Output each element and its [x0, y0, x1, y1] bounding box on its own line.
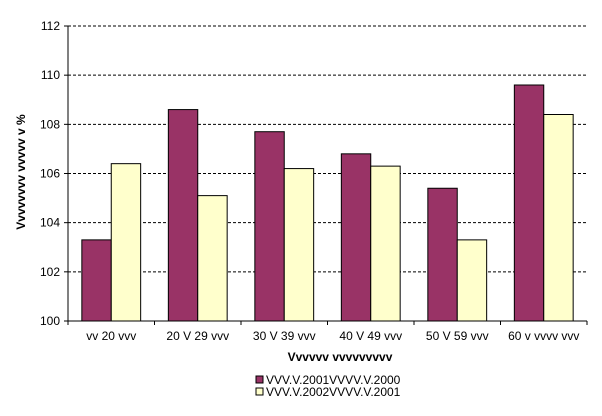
legend: VVV.V.2001VVVV.V.2000VVV.V.2002VVVV.V.20… — [255, 373, 401, 399]
x-tick-label: 50 V 59 vvv — [426, 329, 489, 343]
y-tick-label: 104 — [40, 216, 60, 230]
legend-label-1: VVV.V.2001VVVV.V.2000 — [266, 373, 401, 387]
legend-swatch-1 — [255, 375, 264, 384]
bar-series-2-5 — [456, 239, 488, 322]
axes — [64, 25, 588, 325]
legend-swatch-2 — [255, 387, 264, 396]
y-axis-title: Vvvvvvvv vvvvv v % — [14, 114, 28, 230]
y-tick-label: 106 — [40, 167, 60, 181]
x-tick-label: 40 V 49 vvv — [339, 329, 402, 343]
legend-label-2: VVV.V.2002VVVV.V.2001 — [266, 385, 401, 399]
bar-series-1-5 — [427, 187, 458, 322]
y-tick-label: 110 — [41, 68, 60, 82]
y-tick-label: 102 — [40, 265, 60, 279]
y-tick-labels: 100 102 104 106 108 110 112 — [40, 19, 60, 328]
bar-series-1-3 — [254, 131, 285, 322]
x-tick-labels: vv 20 vvv 20 V 29 vvv 30 V 39 vvv 40 V 49 v… — [86, 329, 579, 343]
bars — [81, 84, 574, 322]
y-tick-label: 100 — [40, 314, 60, 328]
x-tick-label: vv 20 vvv — [86, 329, 136, 343]
gridlines — [68, 25, 587, 273]
bar-series-1-6 — [513, 84, 545, 322]
y-tick-label: 108 — [40, 117, 60, 131]
bar-series-1-1 — [81, 239, 112, 322]
x-tick-label: 30 V 39 vvv — [253, 329, 316, 343]
bar-series-2-3 — [283, 168, 315, 322]
bar-series-2-4 — [370, 165, 401, 322]
bar-series-2-2 — [197, 195, 228, 322]
x-axis-title: Vvvvvv vvvvvvvvv — [288, 350, 393, 364]
bar-series-1-4 — [340, 153, 372, 322]
bar-series-2-6 — [543, 114, 574, 322]
bar-series-1-2 — [167, 109, 199, 322]
bar-series-2-1 — [110, 163, 142, 322]
x-tick-label: 20 V 29 vvv — [166, 329, 229, 343]
x-tick-label: 60 v vvvv vvv — [508, 329, 579, 343]
y-tick-label: 112 — [41, 19, 60, 33]
